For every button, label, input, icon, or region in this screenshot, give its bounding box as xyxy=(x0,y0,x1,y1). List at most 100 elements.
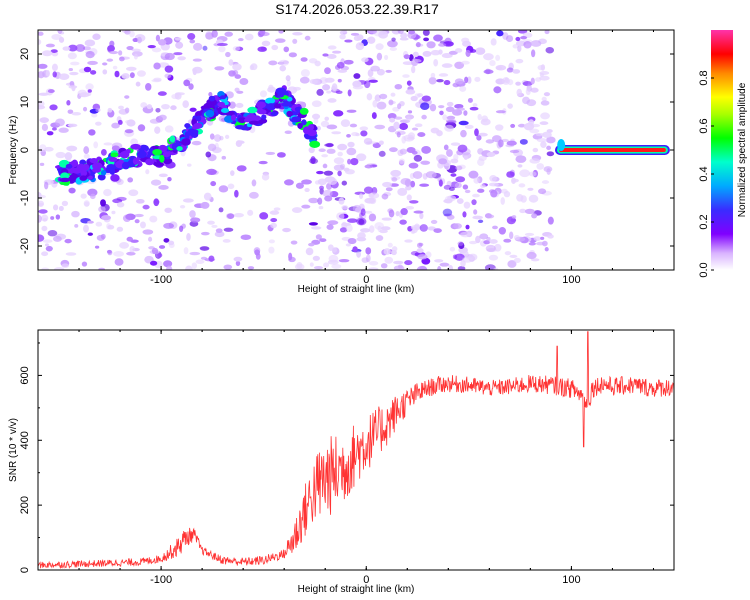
spectrogram-cell xyxy=(425,171,437,179)
ridge-cell xyxy=(270,111,279,117)
ridge-cell xyxy=(219,95,227,100)
spectrogram-cell xyxy=(393,265,405,270)
spectrogram-cell xyxy=(214,66,225,71)
spectrogram-cell xyxy=(284,130,292,134)
spectrogram-cell xyxy=(45,245,53,252)
spectrogram-cell xyxy=(321,154,329,158)
spectrogram-cell xyxy=(328,254,339,263)
snr-xtick-label: 0 xyxy=(363,574,369,586)
spectrogram-cell xyxy=(326,53,337,60)
spectrogram-cell xyxy=(49,104,58,111)
spectrogram-cell xyxy=(291,207,303,213)
ridge-cell xyxy=(152,148,163,156)
spectrogram-cell xyxy=(434,259,444,263)
spectrogram-cell xyxy=(333,157,345,165)
spectrogram-cell xyxy=(158,114,167,121)
spectrogram-cell xyxy=(384,256,394,264)
spectrogram-cell xyxy=(52,204,59,211)
spectrogram-cell xyxy=(522,96,530,105)
spectrogram-cell xyxy=(341,205,349,210)
spectrogram-cell xyxy=(41,50,53,57)
spectrogram-cell xyxy=(265,151,276,156)
spectrogram-cell xyxy=(517,30,528,34)
spectrogram-cell xyxy=(441,63,453,68)
spectrogram-cell xyxy=(71,111,82,116)
spectrogram-cell xyxy=(453,223,462,230)
spectrogram-cell xyxy=(174,92,185,96)
spectrogram-cell xyxy=(479,233,489,240)
spectrogram-cell xyxy=(405,205,415,210)
spectrogram-cell xyxy=(523,40,532,49)
spectrogram-cell xyxy=(364,164,373,169)
ridge-cell xyxy=(247,106,258,114)
spectrogram-cell xyxy=(500,197,505,205)
spectrogram-cell xyxy=(378,140,384,146)
spectrogram-cell xyxy=(353,73,361,79)
spectrogram-cell xyxy=(344,39,353,43)
spectrogram-cell xyxy=(356,250,362,258)
spectrogram-cell xyxy=(539,75,550,81)
spectrogram-cell xyxy=(528,242,536,246)
spectrogram-cell xyxy=(100,149,107,156)
spectrogram-cell xyxy=(360,228,371,233)
ridge-cell xyxy=(136,150,147,159)
spectrogram-cell xyxy=(304,35,311,41)
colorbar-tick-label: 0.6 xyxy=(698,118,710,133)
snr-frame xyxy=(37,329,675,571)
spectrogram-cell xyxy=(368,30,376,34)
spectrogram-cell xyxy=(290,240,298,245)
spectrogram-cell xyxy=(38,200,45,207)
spectrogram-cell xyxy=(100,199,106,207)
spectrogram-cell xyxy=(326,224,334,230)
spectrogram-cell xyxy=(366,36,376,44)
spectrogram-cell xyxy=(407,110,413,114)
spectrogram-cell xyxy=(277,152,286,158)
spectrogram-cell xyxy=(41,251,49,257)
tone-spot xyxy=(557,139,566,151)
spectrogram-cell xyxy=(402,61,414,66)
spectrogram-cell xyxy=(363,137,373,145)
spectrogram-xtick-label: 100 xyxy=(562,274,580,286)
spectrogram-cell xyxy=(448,264,454,270)
spectrogram-cell xyxy=(222,239,231,243)
ridge-cell xyxy=(299,107,309,115)
spectrogram-cell xyxy=(216,42,228,47)
spectrogram-cell xyxy=(312,255,320,261)
spectrogram-cell xyxy=(490,189,498,198)
spectrogram-cell xyxy=(39,117,50,123)
spectrogram-cell xyxy=(125,119,133,124)
snr-ylabel: SNR (10 * v/v) xyxy=(8,418,19,482)
ridge-cell xyxy=(122,150,129,156)
spectrogram-cell xyxy=(350,157,359,166)
spectrogram-cell xyxy=(227,183,235,190)
spectrogram-cell xyxy=(316,170,324,175)
spectrogram-cell xyxy=(304,187,310,193)
spectrogram-cell xyxy=(397,187,408,196)
spectrogram-cell xyxy=(530,87,539,93)
spectrogram-cell xyxy=(345,224,353,233)
spectrogram-cell xyxy=(119,242,130,249)
spectrogram-cell xyxy=(420,160,431,165)
spectrogram-cell xyxy=(117,119,123,125)
spectrogram-cell xyxy=(164,73,172,79)
spectrogram-cell xyxy=(427,226,436,231)
spectrogram-cell xyxy=(506,67,514,73)
spectrogram-cell xyxy=(87,89,92,93)
spectrogram-cell xyxy=(202,45,208,51)
spectrogram-cell xyxy=(136,36,142,44)
ridge-cell xyxy=(301,119,307,126)
spectrogram-cell xyxy=(510,123,516,128)
spectrogram-cell xyxy=(170,105,177,111)
spectrogram-cell xyxy=(38,234,45,242)
spectrogram-cell xyxy=(158,173,168,178)
spectrogram-cell xyxy=(529,128,540,134)
spectrogram-cell xyxy=(532,147,539,153)
ridge-cell xyxy=(100,169,107,176)
spectrogram-cell xyxy=(124,129,134,134)
spectrogram-cell xyxy=(318,148,326,153)
spectrogram-cell xyxy=(438,105,445,109)
spectrogram-cell xyxy=(93,141,99,149)
spectrogram-cell xyxy=(109,50,119,55)
spectrogram-cell xyxy=(203,192,212,201)
spectrogram-cell xyxy=(208,92,213,97)
